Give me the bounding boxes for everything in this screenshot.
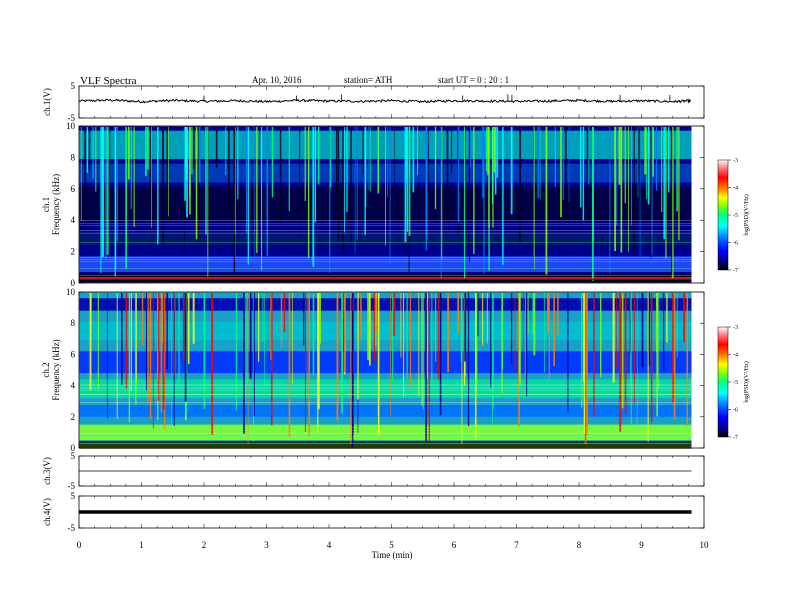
ch2-spectrogram-colorbar-tick-label: -4 — [733, 353, 738, 359]
chart-title: VLF Spectra — [80, 75, 137, 87]
ch1-spectrogram-ytick-label: 6 — [71, 184, 76, 194]
start-time-label: start UT = 0 : 20 : 1 — [438, 75, 509, 85]
time-tick-label: 1 — [139, 540, 144, 550]
time-tick-label: 3 — [264, 540, 269, 550]
ch2-spectrogram-colorbar-tick-label: -7 — [733, 435, 738, 441]
ch2-spectrogram-colorbar-tick-label: -6 — [733, 408, 738, 414]
date-label: Apr. 10, 2016 — [252, 75, 302, 85]
ch2-spectrogram-band — [79, 351, 692, 374]
ch3-ytick-label: -5 — [68, 481, 76, 491]
ch3-ytick-label: 5 — [71, 451, 76, 461]
time-axis-label: Time (min) — [372, 550, 413, 560]
ch2-spectrogram-band — [79, 404, 692, 417]
ch2-spectrogram-ytick-label: 2 — [71, 412, 76, 422]
ch1-ylabel: ch.1(V) — [42, 88, 52, 116]
ch1-spectrogram-colorbar-tick-label: -4 — [733, 186, 738, 192]
ch2-colorbar-title: log(PSD)(V²/Hz) — [743, 361, 750, 402]
ch1-spectrogram-panel: 0 2 4 6 8 10 ch.1 Frequency (kHz) — [41, 121, 705, 288]
ch3-panel: 5 -5 ch.3(V) — [42, 451, 705, 491]
ch2-spectrogram-band — [79, 321, 692, 341]
ch1-spectrogram-colorbar-tick-label: -5 — [733, 213, 738, 219]
ch3-ylabel: ch.3(V) — [42, 457, 52, 485]
ch2-spectrogram-ytick-label: 4 — [71, 381, 76, 391]
ch2-spectrogram-ytick-label: 8 — [71, 318, 76, 328]
ch1-trace — [78, 98, 692, 104]
time-tick-label: 9 — [639, 540, 644, 550]
ch4-ytick-label: -5 — [68, 523, 76, 533]
ch2-spectrogram-colorbar-tick-label: -5 — [733, 380, 738, 386]
time-tick-label: 2 — [202, 540, 207, 550]
ch1-colorbar: -3 -4 -5 -6 -7 log(PSD)(V²/Hz) — [717, 158, 750, 274]
ch1-spectrogram-ytick-label: 2 — [71, 247, 76, 257]
time-tick-label: 4 — [327, 540, 332, 550]
time-tick-label: 7 — [514, 540, 519, 550]
ch1-spectrogram-ytick-label: 4 — [71, 215, 76, 225]
ch1-ytick-label: 5 — [71, 81, 76, 91]
ch1-spectrogram-ylabel: ch.1 — [41, 197, 51, 212]
time-tick-label: 5 — [389, 540, 394, 550]
ch2-spectrogram-ylabel: ch.2 — [41, 362, 51, 377]
ch2-spectrogram-ylabel-2: Frequency (kHz) — [51, 339, 61, 400]
ch1-colorbar-title: log(PSD)(V²/Hz) — [743, 194, 750, 235]
ch4-ytick-label: 5 — [71, 491, 76, 501]
ch1-spectrogram-band — [79, 256, 692, 273]
ch2-spectrogram-ytick-label: 0 — [71, 443, 76, 453]
ch2-spectrogram-colorbar-tick-label: -3 — [733, 325, 738, 331]
station-label: station= ATH — [344, 75, 393, 85]
ch1-spectrogram-colorbar-tick-label: -3 — [733, 158, 738, 164]
ch1-spectrogram-colorbar-tick-label: -6 — [733, 241, 738, 247]
time-axis: 0 1 2 3 4 5 6 7 8 9 10 Time (min) — [77, 540, 709, 560]
ch2-spectrogram-band — [79, 379, 692, 399]
ch4-ylabel: ch.4(V) — [42, 498, 52, 526]
ch1-colorbar-gradient — [717, 159, 729, 271]
ch2-spectrogram-band — [79, 440, 692, 449]
time-tick-label: 6 — [452, 540, 457, 550]
ch1-spectrogram-ytick-label: 0 — [71, 278, 76, 288]
ch2-spectrogram-band — [79, 298, 692, 311]
ch2-colorbar: -3 -4 -5 -6 -7 log(PSD)(V²/Hz) — [717, 325, 750, 441]
ch2-spectrogram-panel: 0 2 4 6 8 10 ch.2 Frequency (kHz) — [41, 287, 705, 453]
time-tick-label: 10 — [700, 540, 710, 550]
ch1-spectrogram-colorbar-tick-label: -7 — [733, 268, 738, 274]
time-tick-label: 0 — [77, 540, 82, 550]
ch4-panel: 5 -5 ch.4(V) — [42, 491, 705, 533]
time-tick-label: 8 — [577, 540, 582, 550]
ch1-spectrogram-ytick-label: 10 — [66, 121, 76, 131]
ch1-spectrogram-ytick-label: 8 — [71, 152, 76, 162]
ch1-spectrogram-ylabel-2: Frequency (kHz) — [51, 174, 61, 235]
ch2-spectrogram-band — [79, 424, 692, 441]
ch1-panel: 5 -5 ch.1(V) — [42, 81, 705, 123]
ch1-ytick-label: -5 — [68, 113, 76, 123]
ch2-colorbar-gradient — [717, 326, 729, 438]
ch2-spectrogram-ytick-label: 6 — [71, 349, 76, 359]
ch2-spectrogram-ytick-label: 10 — [66, 287, 76, 297]
